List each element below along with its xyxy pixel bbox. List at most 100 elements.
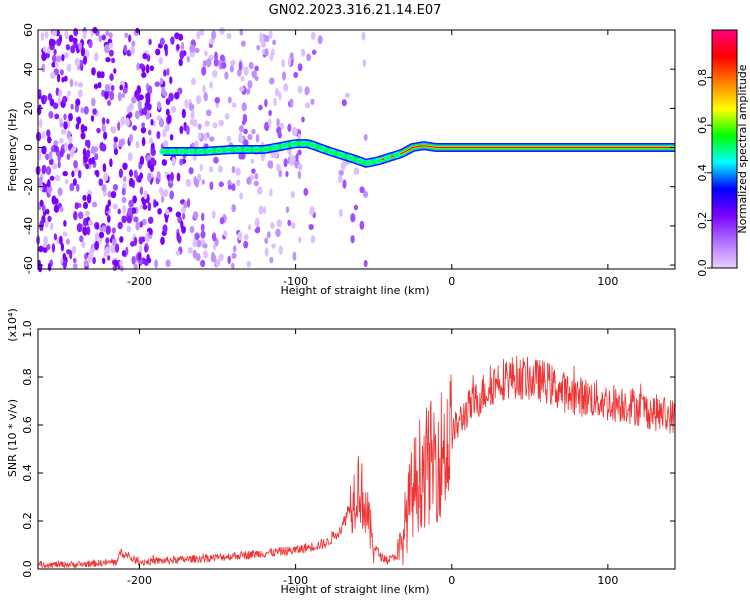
spectrogram-cell (38, 88, 42, 96)
spectrogram-cell (231, 183, 236, 192)
spectrogram-cell (298, 163, 303, 171)
spectrogram-cell (242, 113, 248, 124)
spectrogram-cell (41, 63, 46, 73)
spectrogram-cell (107, 255, 111, 261)
spectrogram-cell (145, 64, 150, 74)
spectrogram-cell (250, 158, 255, 164)
spectrogram-cell (122, 205, 126, 214)
spectrogram-cell (363, 259, 368, 268)
spectrogram-cell (229, 64, 234, 73)
spectrogram-cell (196, 31, 201, 40)
spectrogram-cell (291, 154, 296, 161)
spectrogram-cell (240, 40, 246, 47)
spectrogram-cell (271, 48, 275, 56)
spectrogram-cell (70, 45, 76, 54)
spectrogram-cell (266, 231, 271, 239)
spectrogram-cell (128, 177, 134, 188)
spectrogram-cell (42, 164, 47, 174)
spectrogram-cell (105, 204, 110, 212)
spectrogram-cell (128, 199, 134, 208)
spectrogram-cell (106, 99, 112, 107)
spectrogram-ridge-core (255, 148, 259, 151)
spectrogram-cell (177, 234, 182, 244)
spectrogram-cell (121, 187, 126, 196)
spectrogram-cell (109, 90, 115, 101)
spectrogram-cell (189, 118, 196, 126)
spectrogram-cell (344, 92, 350, 98)
spectrogram-cell (227, 255, 231, 265)
spectrogram-cell (88, 40, 93, 49)
spectrogram-cell (362, 59, 367, 68)
spectrogram-cell (81, 240, 86, 249)
spectrogram-cell (102, 257, 106, 265)
spectrogram-cell (213, 58, 219, 67)
spectrogram-cell (51, 28, 58, 37)
spectrogram-cell (211, 30, 217, 40)
spectrogram-cell (80, 107, 85, 114)
spectrogram-cell (287, 219, 292, 227)
spectrogram-ridge-core (367, 161, 371, 164)
spectrogram-cell (163, 140, 169, 149)
spectrogram-cell (92, 108, 97, 115)
snr-y-tick-label: 0.8 (21, 368, 34, 386)
spectrogram-cell (236, 179, 241, 187)
spectrogram-cell (60, 128, 67, 135)
spectrogram-cell (161, 159, 168, 166)
spectrogram-cell (237, 231, 243, 241)
spectrogram-cell (196, 239, 202, 248)
spectrogram-cell (361, 31, 366, 41)
spectrogram-cell (160, 195, 165, 203)
spectrogram-cell (51, 54, 57, 63)
spectrogram-cell (276, 219, 283, 228)
spectrogram-cell (264, 247, 269, 257)
spectrogram-cell (139, 63, 145, 70)
spectrogram-cell (136, 92, 140, 102)
spectrogram-cell (132, 125, 137, 131)
spectrogram-cell (92, 256, 96, 265)
spectrogram-cell (178, 58, 183, 67)
spectrogram-cell (131, 96, 137, 104)
spectrogram-cell (111, 126, 117, 134)
spectrogram-y-tick-label: 0 (22, 144, 35, 151)
spectrogram-ridge-core (236, 148, 240, 151)
spectrogram-cell (248, 61, 254, 70)
spectrogram-cell (37, 151, 42, 161)
spectrogram-cell (168, 92, 174, 102)
spectrogram-cell (74, 202, 79, 210)
spectrogram-cell (338, 169, 344, 176)
spectrogram-cell (95, 169, 100, 178)
spectrogram-cell (58, 34, 63, 44)
spectrogram-cell (66, 63, 72, 72)
spectrogram-cell (63, 113, 67, 121)
spectrogram-cell (200, 223, 205, 232)
spectrogram-cell (239, 192, 244, 200)
spectrogram-cell (341, 99, 347, 107)
spectrogram-cell (136, 62, 140, 71)
spectrogram-cell (51, 62, 55, 68)
spectrogram-cell (119, 236, 124, 243)
spectrogram-cell (209, 181, 214, 191)
spectrogram-cell (254, 217, 260, 228)
spectrogram-ridge-core (320, 147, 324, 150)
spectrogram-cell (256, 44, 261, 51)
spectrogram-cell (174, 32, 180, 40)
spectrogram-cell (218, 253, 224, 261)
spectrogram-cell (180, 41, 185, 51)
spectrogram-cell (58, 137, 64, 144)
spectrogram-cell (121, 196, 127, 204)
spectrogram-cell (72, 257, 77, 264)
spectrogram-cell (75, 98, 81, 107)
spectrogram-cell (224, 71, 229, 80)
spectrogram-cell (138, 251, 142, 261)
spectrogram-cell (110, 191, 117, 199)
spectrogram-cell (227, 184, 233, 190)
spectrogram-cell (69, 148, 75, 158)
spectrogram-cell (71, 170, 75, 178)
spectrogram-cell (192, 238, 198, 248)
spectrogram-cell (243, 128, 248, 135)
spectrogram-cell (91, 67, 96, 76)
spectrogram-cell (122, 176, 127, 183)
spectrogram-cell (353, 204, 359, 211)
spectrogram-cell (48, 111, 54, 119)
spectrogram-cell (82, 194, 87, 201)
